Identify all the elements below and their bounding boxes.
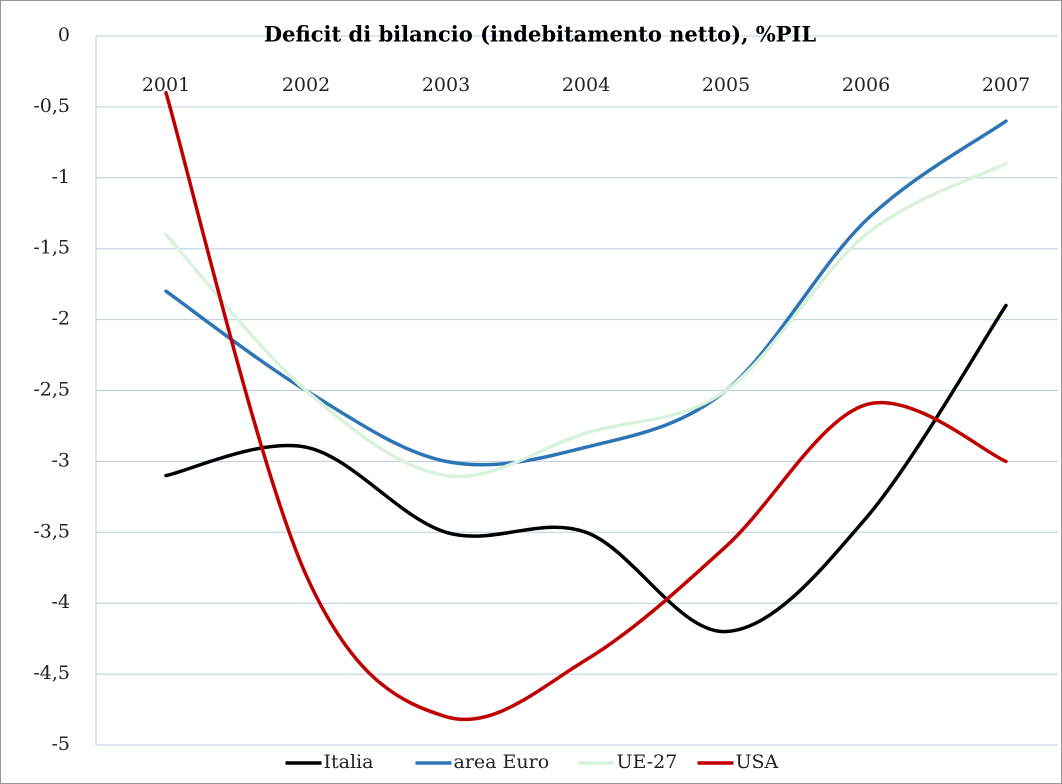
y-tick-label: -0,5 [33, 95, 70, 117]
x-tick-label: 2004 [562, 74, 610, 96]
chart-title: Deficit di bilancio (indebitamento netto… [264, 22, 816, 47]
y-tick-label: 0 [58, 24, 70, 46]
y-tick-label: -2 [51, 308, 70, 330]
lines [164, 90, 1008, 722]
legend-label: Italia [324, 751, 374, 773]
x-tick-label: 2007 [982, 74, 1030, 96]
y-tick-label: -2,5 [33, 379, 70, 401]
x-tick-label: 2006 [842, 74, 890, 96]
y-tick-label: -5 [51, 733, 70, 755]
series-line [164, 303, 1008, 634]
y-tick-label: -1,5 [33, 237, 70, 259]
x-tick-label: 2001 [142, 74, 190, 96]
legend-label: area Euro [454, 751, 550, 773]
grid: 0 -0,5 -1 -1,5 -2 -2,5 -3 -3,5 -4 -4,5 -5 2001 2002 2… [33, 24, 1058, 755]
x-tick-label: 2005 [702, 74, 750, 96]
x-tick-label: 2003 [422, 74, 470, 96]
y-tick-label: -4 [51, 591, 70, 613]
y-tick-label: -1 [51, 166, 70, 188]
series-line [164, 161, 1008, 479]
legend-label: USA [736, 751, 779, 773]
legend: Italia area Euro UE-27 USA [275, 749, 805, 777]
y-tick-label: -3 [51, 449, 70, 471]
series-line [164, 90, 1008, 722]
y-tick-label: -4,5 [33, 662, 70, 684]
y-tick-label: -3,5 [33, 520, 70, 542]
legend-label: UE-27 [617, 751, 678, 773]
x-tick-label: 2002 [282, 74, 330, 96]
